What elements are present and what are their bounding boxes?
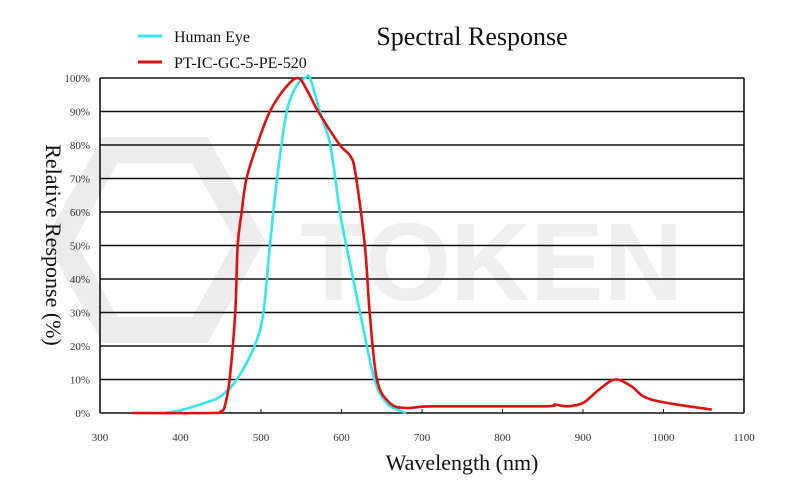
x-tick-label: 500 [253, 432, 270, 444]
x-tick-label: 600 [333, 432, 350, 444]
x-tick-label: 900 [575, 432, 592, 444]
watermark-hexagon [45, 137, 265, 343]
x-axis-label: Wavelength (nm) [386, 450, 539, 475]
series-line-pt-ic-gc-5-pe-520 [132, 76, 713, 415]
y-tick-label: 60% [70, 207, 90, 219]
legend-label-human-eye: Human Eye [174, 29, 250, 46]
y-tick-label: 20% [70, 341, 90, 353]
watermark-text: TOKEN [300, 201, 683, 324]
y-tick-label: 30% [70, 308, 90, 320]
watermark-logo: TOKEN [45, 137, 683, 343]
y-tick-label: 100% [64, 73, 90, 85]
x-tick-label: 800 [494, 432, 511, 444]
y-tick-label: 0% [75, 408, 90, 420]
y-tick-label: 90% [70, 107, 90, 119]
y-tick-label: 10% [70, 375, 90, 387]
legend: Human Eye PT-IC-GC-5-PE-520 [138, 29, 307, 72]
x-tick-label: 1100 [733, 432, 755, 444]
y-axis-label: Relative Response (%) [41, 144, 66, 346]
x-tick-label: 1000 [653, 432, 676, 444]
grid-lines [99, 77, 745, 414]
y-tick-label: 40% [70, 274, 90, 286]
x-tick-label: 300 [92, 432, 109, 444]
series-lines [132, 73, 713, 415]
y-tick-label: 70% [70, 174, 90, 186]
y-tick-label: 80% [70, 140, 90, 152]
legend-label-pt-ic-gc-5-pe-520: PT-IC-GC-5-PE-520 [174, 55, 307, 72]
x-tick-label: 700 [414, 432, 431, 444]
x-tick-label: 400 [172, 432, 189, 444]
chart-title: Spectral Response [376, 22, 567, 51]
y-tick-label: 50% [70, 241, 90, 253]
tick-labels: 0% 10% 20% 30% 40% 50% 60% 70% 80% 90% 100% 300 400 5… [64, 73, 755, 444]
